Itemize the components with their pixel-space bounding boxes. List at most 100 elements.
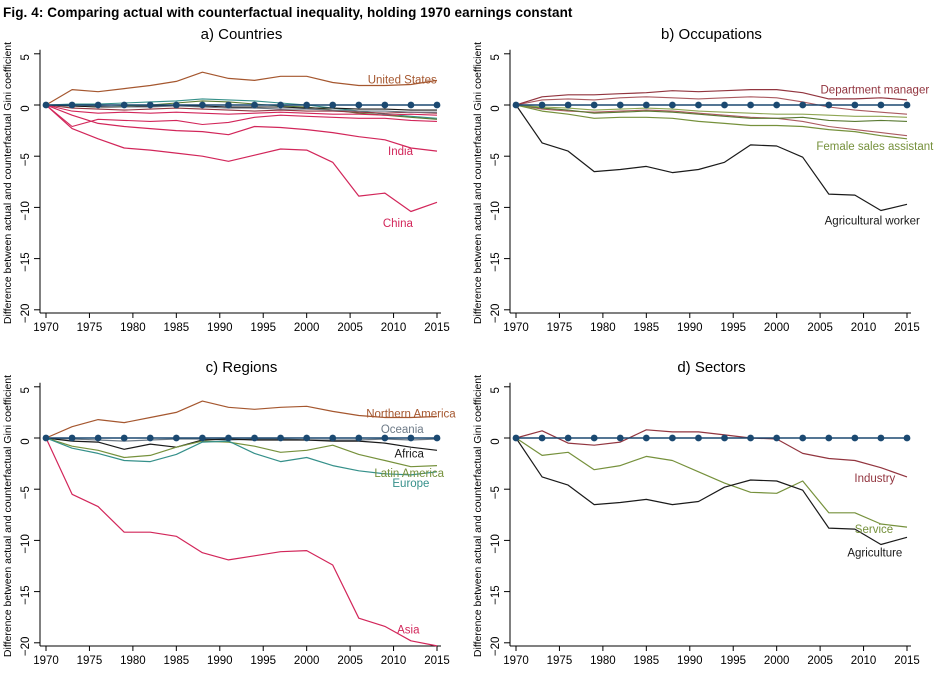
zero-marker xyxy=(407,101,415,109)
x-tick-label: 1975 xyxy=(547,322,573,334)
y-tick-label: 5 xyxy=(490,387,502,393)
zero-marker xyxy=(877,434,885,442)
zero-marker xyxy=(172,434,180,442)
zero-marker xyxy=(303,434,311,442)
zero-marker xyxy=(877,101,885,109)
x-tick-label: 2000 xyxy=(294,655,320,667)
y-tick-label: −15 xyxy=(20,585,32,605)
y-tick-label: 5 xyxy=(490,54,502,60)
zero-marker xyxy=(642,101,650,109)
series-cluster-gray xyxy=(46,104,437,113)
x-tick-label: 2010 xyxy=(381,655,407,667)
y-tick-label: 0 xyxy=(490,105,502,111)
series-label-united-states: United States xyxy=(368,74,437,86)
zero-marker xyxy=(616,101,624,109)
series-department-manager xyxy=(515,88,908,106)
series-india xyxy=(45,104,438,152)
panel-d-sectors: d) Sectors Difference between actual and … xyxy=(470,354,941,687)
y-axis-label: Difference between actual and counterfac… xyxy=(472,375,484,657)
x-tick-label: 2000 xyxy=(294,322,320,334)
x-tick-label: 1995 xyxy=(250,655,276,667)
y-axis-label: Difference between actual and counterfac… xyxy=(2,375,14,657)
zero-marker xyxy=(590,434,598,442)
x-tick-label: 2015 xyxy=(424,322,450,334)
x-tick-label: 1980 xyxy=(120,655,146,667)
zero-marker xyxy=(903,101,911,109)
x-tick-label: 1980 xyxy=(590,655,616,667)
series-occ-green-2 xyxy=(515,104,908,122)
x-tick-label: 1980 xyxy=(120,322,146,334)
zero-marker xyxy=(433,434,441,442)
series-cluster-red-b xyxy=(45,104,438,116)
series-united-states xyxy=(45,71,438,106)
zero-marker xyxy=(68,434,76,442)
zero-marker xyxy=(851,434,859,442)
zero-marker xyxy=(721,101,728,109)
series-agricultural-worker xyxy=(515,104,908,212)
x-tick-label: 1990 xyxy=(677,655,703,667)
zero-marker xyxy=(303,101,311,109)
series-label-industry: Industry xyxy=(854,473,895,485)
y-tick-label: −20 xyxy=(20,304,32,324)
x-tick-label: 2015 xyxy=(424,655,450,667)
series-label-africa: Africa xyxy=(394,448,424,460)
x-tick-label: 1985 xyxy=(164,322,190,334)
series-industry xyxy=(515,429,908,478)
x-tick-label: 2005 xyxy=(807,322,833,334)
x-tick-label: 2015 xyxy=(894,655,920,667)
series-asia xyxy=(45,437,438,647)
x-tick-label: 2010 xyxy=(851,322,877,334)
y-tick-label: 0 xyxy=(490,438,502,444)
zero-marker xyxy=(94,434,102,442)
series-label-agricultural-worker: Agricultural worker xyxy=(825,216,920,228)
y-tick-label: 5 xyxy=(20,54,32,60)
zero-marker xyxy=(199,101,206,109)
zero-marker xyxy=(329,434,337,442)
series-label-northern-america: Northern America xyxy=(366,408,456,420)
zero-marker xyxy=(512,434,520,442)
zero-marker xyxy=(721,434,728,442)
x-tick-label: 2010 xyxy=(851,655,877,667)
zero-marker xyxy=(381,101,389,109)
y-tick-label: −10 xyxy=(20,201,32,221)
figure-title: Fig. 4: Comparing actual with counterfac… xyxy=(3,5,573,20)
panel-title-a: a) Countries xyxy=(201,26,283,43)
series-label-europe: Europe xyxy=(392,478,429,490)
series-label-india: India xyxy=(388,146,414,158)
series-agriculture xyxy=(515,437,908,546)
x-tick-label: 2000 xyxy=(764,655,790,667)
zero-marker xyxy=(564,101,572,109)
zero-marker xyxy=(172,101,180,109)
zero-marker xyxy=(747,101,754,109)
zero-marker xyxy=(355,434,363,442)
panel-c-regions: c) Regions Difference between actual and … xyxy=(0,354,470,687)
series-label-agriculture: Agriculture xyxy=(847,548,902,560)
zero-marker xyxy=(695,434,702,442)
zero-marker xyxy=(747,434,754,442)
zero-marker xyxy=(381,434,389,442)
zero-marker xyxy=(538,434,546,442)
y-tick-label: −20 xyxy=(20,637,32,657)
zero-marker xyxy=(329,101,337,109)
zero-marker xyxy=(799,434,807,442)
y-tick-label: −10 xyxy=(490,534,502,554)
x-tick-label: 1985 xyxy=(164,655,190,667)
zero-marker xyxy=(251,434,258,442)
zero-marker xyxy=(512,101,520,109)
zero-marker xyxy=(407,434,415,442)
zero-marker xyxy=(642,434,650,442)
series-africa xyxy=(45,437,438,451)
x-tick-label: 1970 xyxy=(33,322,59,334)
series-cluster-red-a xyxy=(45,104,438,128)
zero-marker xyxy=(773,434,781,442)
y-tick-label: −10 xyxy=(20,534,32,554)
x-tick-label: 2015 xyxy=(894,322,920,334)
y-tick-label: −5 xyxy=(490,153,502,166)
zero-marker xyxy=(94,101,102,109)
zero-marker xyxy=(773,101,781,109)
series-europe xyxy=(45,437,438,476)
series-label-female-sales-assistant: Female sales assistant xyxy=(816,141,934,153)
y-tick-label: −15 xyxy=(490,252,502,272)
series-occ-red-2 xyxy=(515,96,908,115)
